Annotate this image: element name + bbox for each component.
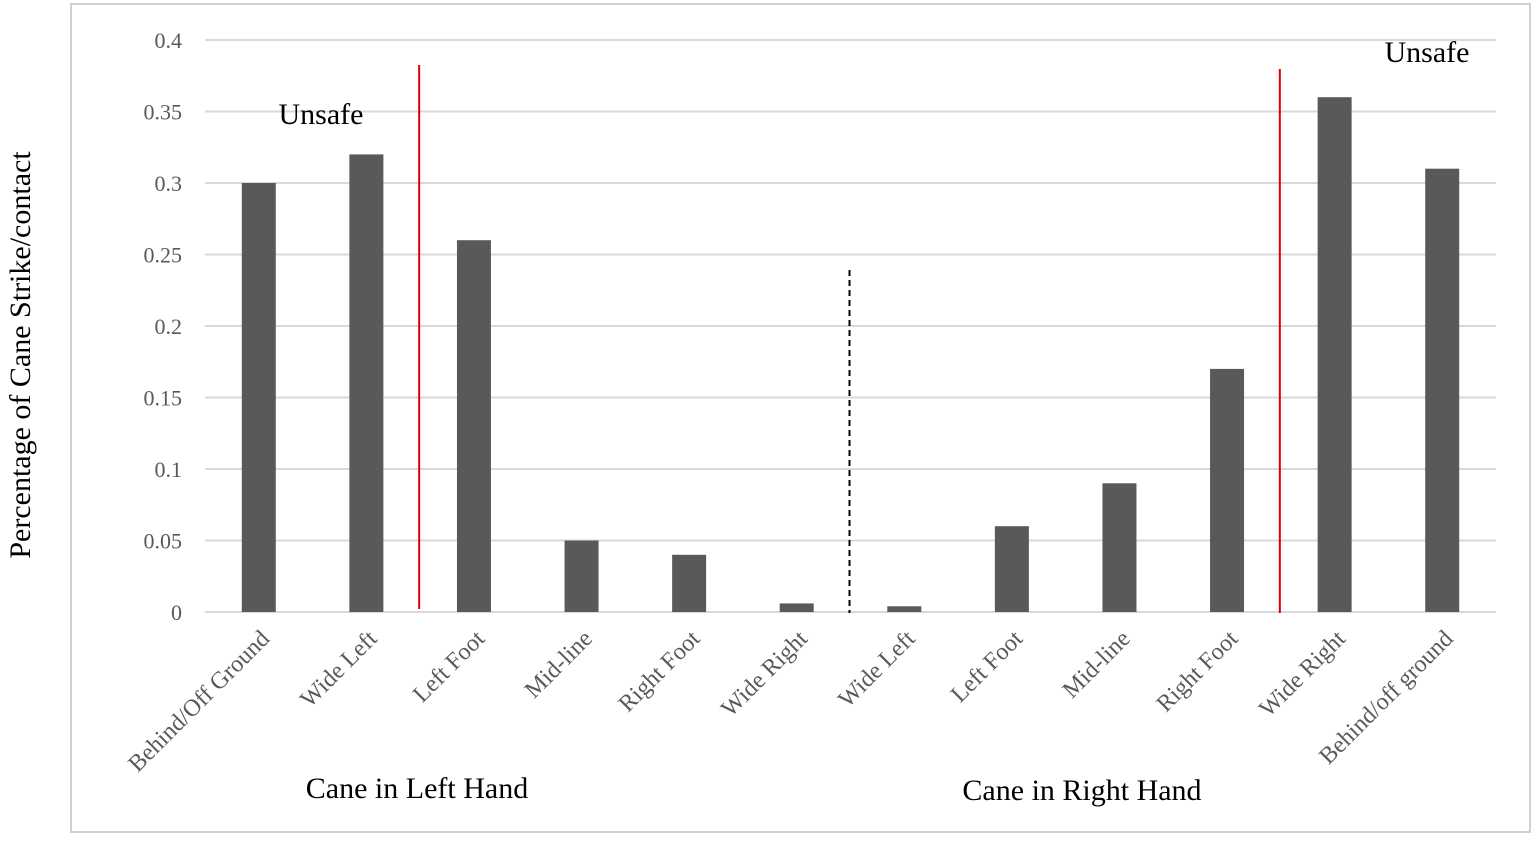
y-tick-label: 0.15 [144,386,183,411]
bar [349,154,384,612]
bar [456,240,491,612]
y-tick-label: 0.25 [144,243,183,268]
y-tick-label: 0.35 [144,100,183,125]
bar [1210,368,1245,612]
bar [887,606,922,612]
chart-border [70,3,1531,833]
y-tick-label: 0.1 [155,457,183,482]
bar [1317,97,1352,612]
bar [564,540,599,612]
unsafe-left-annotation: Unsafe [279,98,364,131]
bar [241,183,276,612]
region-markers [418,65,1281,613]
unsafe-right-annotation: Unsafe [1385,36,1470,69]
bars [241,97,1460,612]
group-label-left-hand: Cane in Left Hand [306,772,528,805]
bar [779,603,814,612]
bar [1102,483,1137,612]
y-tick-label: 0 [171,600,182,625]
y-tick-label: 0.3 [155,171,183,196]
y-tick-label: 0.4 [155,28,183,53]
group-label-right-hand: Cane in Right Hand [962,774,1201,807]
bar [1425,168,1460,612]
y-axis-ticks: 0 0.05 0.1 0.15 0.2 0.25 0.3 0.35 0.4 [144,28,183,625]
bar [672,554,707,612]
y-tick-label: 0.2 [155,314,183,339]
y-axis-label: Percentage of Cane Strike/contact [4,151,37,559]
y-tick-label: 0.05 [144,529,183,554]
bar [994,526,1029,612]
